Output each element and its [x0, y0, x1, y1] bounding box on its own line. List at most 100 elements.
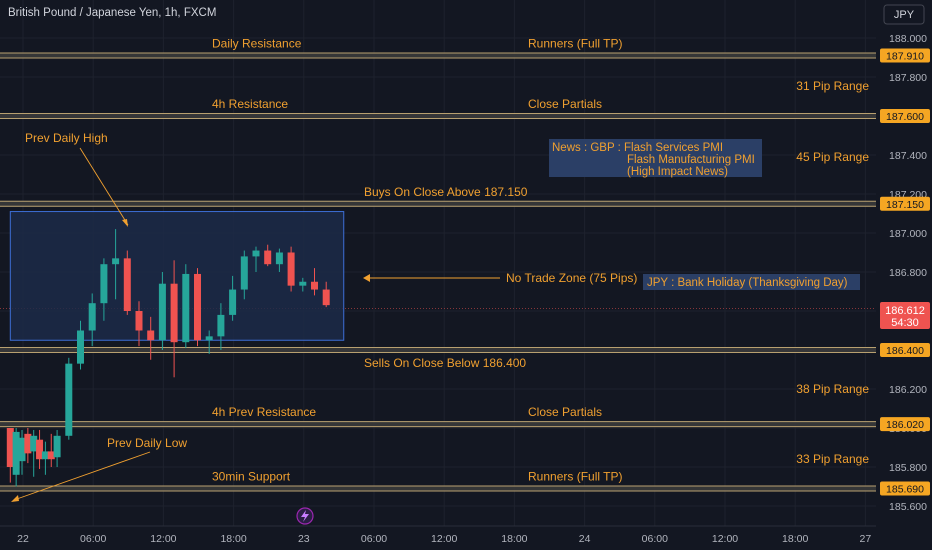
x-tick-label: 22 — [17, 533, 29, 545]
candle-body — [240, 256, 248, 290]
level-lines: Daily Resistance Runners (Full TP) 4h Resi… — [0, 37, 876, 492]
candle-body — [182, 273, 190, 343]
candle-body — [47, 451, 55, 460]
level-mid-label: Runners (Full TP) — [528, 469, 622, 483]
countdown: 54:30 — [891, 317, 919, 329]
level-price-tag: 187.910 — [886, 51, 924, 63]
candle-body — [88, 303, 96, 331]
level-mid-label: Buys On Close Above 187.150 — [364, 185, 528, 199]
x-tick-label: 12:00 — [150, 533, 176, 545]
level-left-label: 4h Prev Resistance — [212, 405, 316, 419]
candle-body — [264, 250, 272, 265]
x-tick-label: 12:00 — [431, 533, 457, 545]
price-axis[interactable]: 185.600185.800186.000186.200186.400186.6… — [876, 0, 932, 530]
range-45-label: 45 Pip Range — [796, 150, 869, 164]
price-axis-background — [876, 0, 932, 530]
candle-body — [77, 330, 84, 364]
lightning-bolt-icon[interactable] — [296, 507, 314, 525]
y-tick-label: 186.800 — [889, 267, 927, 279]
y-tick-label: 187.400 — [889, 150, 927, 162]
level-band — [0, 200, 876, 207]
range-38-label: 38 Pip Range — [796, 382, 869, 396]
arrow-head-icon — [11, 495, 19, 502]
candle-body — [170, 283, 178, 343]
level-band — [0, 52, 876, 59]
x-tick-label: 06:00 — [361, 533, 387, 545]
level-band — [0, 485, 876, 492]
news-gbp-box — [549, 139, 762, 177]
y-tick-label: 188.000 — [889, 33, 927, 45]
candle-body — [252, 250, 260, 257]
prev-daily-low-label: Prev Daily Low — [107, 436, 187, 450]
candle-body — [123, 258, 131, 311]
level-band — [0, 113, 876, 119]
candle-body — [275, 252, 283, 265]
y-tick-label: 187.000 — [889, 228, 927, 240]
candle-body — [311, 281, 318, 290]
candle-body — [112, 258, 120, 265]
candle-body — [65, 363, 73, 436]
currency-button-frame[interactable] — [883, 4, 925, 25]
y-tick-label: 186.200 — [889, 384, 927, 396]
current-price: 186.612 — [885, 305, 925, 317]
level-price-tag-bg — [880, 481, 930, 496]
y-tick-label: 185.800 — [889, 462, 927, 474]
candle-body — [135, 311, 143, 331]
level-price-tag: 187.600 — [886, 111, 924, 123]
y-tick-label: 185.600 — [889, 501, 927, 513]
level-price-tag: 185.690 — [886, 483, 924, 495]
current-price-tag: 186.612 54:30 — [880, 302, 930, 329]
x-tick-label: 18:00 — [220, 533, 246, 545]
prev-daily-low-arrow — [13, 451, 151, 501]
lightning-glyph — [301, 510, 309, 522]
candle-body — [158, 283, 166, 341]
candle-body — [194, 273, 201, 341]
candle-body — [6, 428, 14, 467]
x-tick-label: 23 — [298, 533, 310, 545]
candlesticks — [6, 229, 330, 487]
level-price-tag-bg — [880, 196, 930, 211]
x-tick-label: 18:00 — [782, 533, 808, 545]
level-left-label: 30min Support — [212, 469, 291, 483]
level-mid-label: Close Partials — [528, 97, 602, 111]
currency-button-label[interactable]: JPY — [894, 9, 915, 21]
no-trade-zone-label: No Trade Zone (75 Pips) — [506, 271, 637, 285]
symbol-title: British Pound / Japanese Yen, 1h, FXCM — [8, 7, 216, 19]
level-price-tag-bg — [880, 343, 930, 357]
level-band — [0, 347, 876, 353]
prev-daily-high-label: Prev Daily High — [25, 131, 108, 145]
level-price-tag-bg — [880, 48, 930, 63]
level-price-tag-bg — [880, 417, 930, 432]
candle-body — [24, 433, 32, 454]
arrow-head-icon — [363, 274, 370, 282]
candle-body — [12, 431, 20, 475]
candle-body — [299, 281, 307, 286]
level-price-tags: 187.910 187.600 187.150 186.400 186.020 185.6… — [880, 48, 930, 496]
arrow-head-icon — [122, 219, 128, 227]
candle-body — [100, 264, 108, 304]
news-gbp-line3: (High Impact News) — [627, 166, 728, 178]
level-mid-label: Close Partials — [528, 405, 602, 419]
x-tick-label: 18:00 — [501, 533, 527, 545]
candle-body — [36, 439, 44, 460]
prev-daily-high-arrow — [79, 147, 129, 226]
candle-body — [322, 289, 330, 306]
candle-body — [53, 435, 61, 458]
current-price-tag-bg — [880, 302, 930, 329]
level-mid-label: Runners (Full TP) — [528, 37, 622, 51]
time-axis[interactable]: 22 06:00 12:00 18:00 23 06:00 12:00 18:00 24 06:0… — [0, 525, 876, 545]
currency-button[interactable]: JPY — [883, 4, 925, 25]
news-gbp-line1: News : GBP : Flash Services PMI — [552, 142, 723, 154]
candle-body — [229, 289, 237, 315]
candle-body — [287, 252, 295, 286]
x-tick-label: 27 — [860, 533, 872, 545]
x-tick-label: 12:00 — [712, 533, 738, 545]
x-tick-label: 06:00 — [80, 533, 106, 545]
level-left-label: 4h Resistance — [212, 97, 288, 111]
level-mid-label: Sells On Close Below 186.400 — [364, 356, 526, 370]
level-left-label: Daily Resistance — [212, 37, 302, 51]
annotations: Prev Daily High Prev Daily Low No Trade … — [11, 79, 869, 502]
news-jpy-box — [643, 274, 860, 290]
x-tick-label: 06:00 — [642, 533, 668, 545]
